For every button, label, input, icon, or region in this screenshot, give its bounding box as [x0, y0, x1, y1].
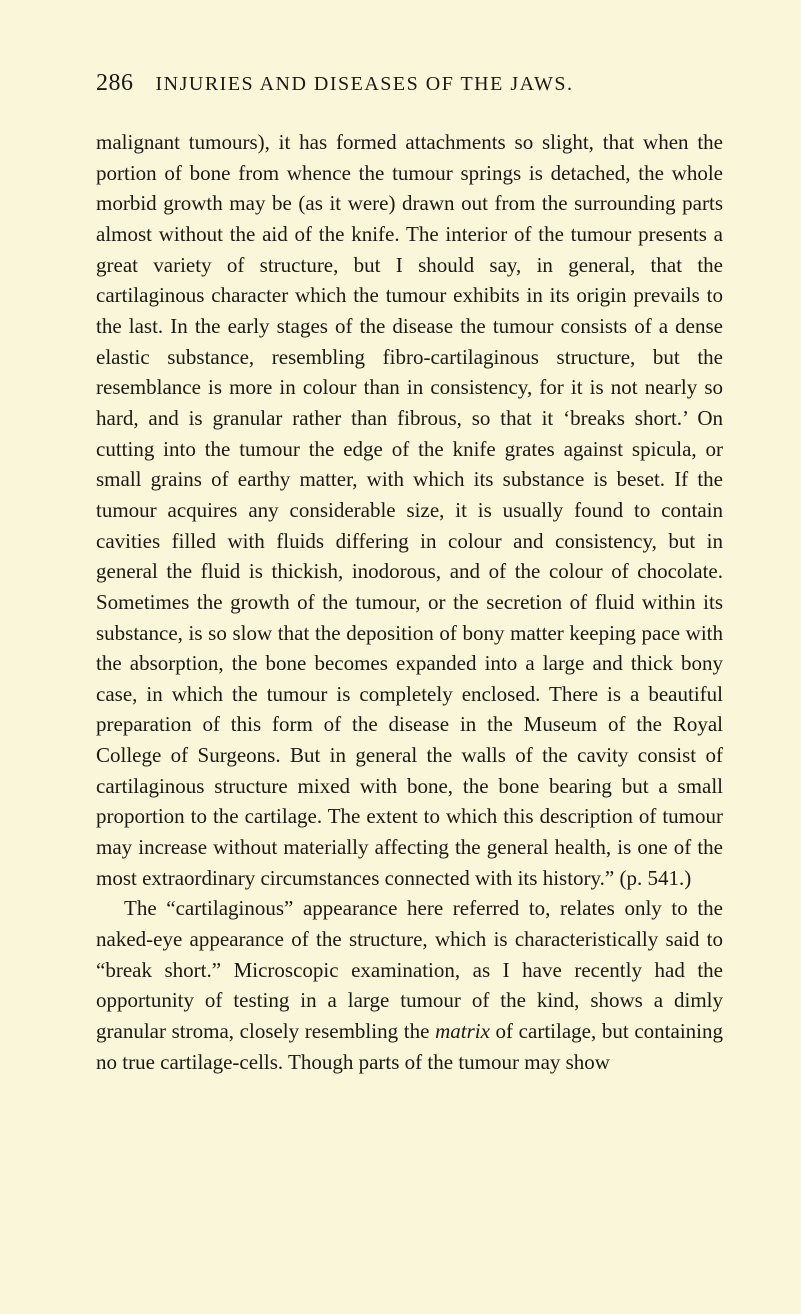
paragraph-1: malignant tumours), it has formed attach…	[96, 127, 723, 893]
page-number: 286	[96, 70, 134, 97]
paragraph-2: The “cartilaginous” appearance here refe…	[96, 893, 723, 1077]
chapter-title: INJURIES AND DISEASES OF THE JAWS.	[156, 73, 574, 96]
page-header: 286 INJURIES AND DISEASES OF THE JAWS.	[96, 70, 723, 97]
body-text: malignant tumours), it has formed attach…	[96, 127, 723, 1077]
document-page: 286 INJURIES AND DISEASES OF THE JAWS. m…	[0, 0, 801, 1314]
para2-italic: matrix	[435, 1019, 490, 1043]
